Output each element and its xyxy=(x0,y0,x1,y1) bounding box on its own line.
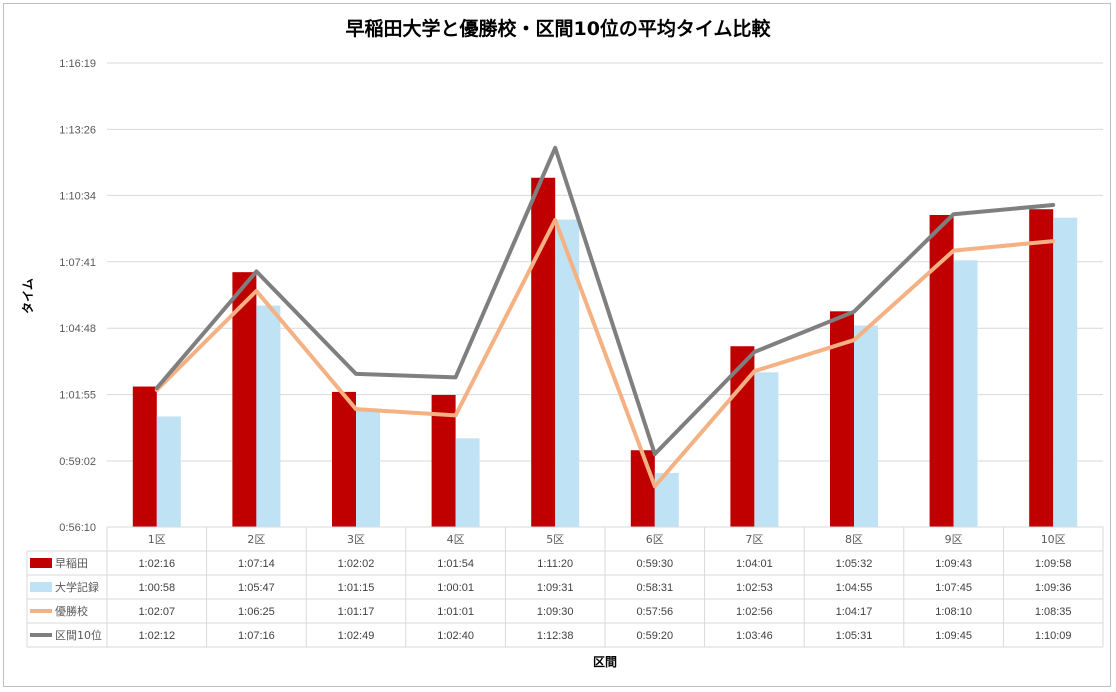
data-label: 1:04:55 xyxy=(836,582,873,594)
bar-大学記録 xyxy=(256,306,280,527)
data-label: 1:00:58 xyxy=(138,582,175,594)
data-label: 1:04:17 xyxy=(836,606,873,618)
x-tick-label: 9区 xyxy=(945,533,963,546)
data-label: 1:09:36 xyxy=(1035,582,1072,594)
data-label: 1:09:58 xyxy=(1035,558,1072,570)
x-tick-label: 5区 xyxy=(546,533,564,546)
x-tick-label: 7区 xyxy=(745,533,763,546)
y-tick-label: 0:59:02 xyxy=(59,456,96,468)
x-tick-label: 1区 xyxy=(148,533,166,546)
data-label: 1:10:09 xyxy=(1035,630,1072,642)
x-tick-label: 4区 xyxy=(447,533,465,546)
data-label: 1:02:02 xyxy=(338,558,375,570)
legend-key-大学記録 xyxy=(30,582,52,592)
data-label: 1:05:32 xyxy=(836,558,873,570)
data-label: 1:01:01 xyxy=(437,606,474,618)
legend-key-早稲田 xyxy=(30,558,52,568)
data-label: 1:11:20 xyxy=(537,558,573,570)
data-label: 1:06:25 xyxy=(238,606,275,618)
data-label: 1:01:15 xyxy=(338,582,375,594)
bar-大学記録 xyxy=(555,220,579,527)
data-label: 1:03:46 xyxy=(736,630,773,642)
bar-大学記録 xyxy=(1053,218,1077,527)
data-label: 1:05:31 xyxy=(836,630,873,642)
bar-大学記録 xyxy=(754,372,778,527)
data-label: 1:01:17 xyxy=(338,606,375,618)
x-axis-label: 区間 xyxy=(593,655,617,669)
y-tick-label: 1:04:48 xyxy=(59,323,96,335)
data-label: 1:00:01 xyxy=(437,582,474,594)
data-label: 1:02:56 xyxy=(736,606,773,618)
x-tick-label: 10区 xyxy=(1041,533,1066,546)
data-label: 1:02:07 xyxy=(138,606,175,618)
data-label: 0:59:20 xyxy=(636,630,673,642)
data-label: 1:02:40 xyxy=(437,630,474,642)
bar-大学記録 xyxy=(356,410,380,527)
y-tick-label: 1:13:26 xyxy=(59,124,96,136)
data-label: 0:57:56 xyxy=(636,606,673,618)
legend-label: 区間10位 xyxy=(55,628,102,642)
data-label: 1:09:43 xyxy=(935,558,972,570)
data-label: 1:08:10 xyxy=(935,606,972,618)
data-label: 1:02:49 xyxy=(338,630,375,642)
y-tick-label: 1:16:19 xyxy=(59,58,96,70)
bar-大学記録 xyxy=(954,260,978,527)
legend-label: 大学記録 xyxy=(55,580,99,594)
y-tick-label: 1:10:34 xyxy=(59,190,96,202)
data-label: 1:01:54 xyxy=(437,558,474,570)
data-label: 1:05:47 xyxy=(238,582,275,594)
bar-大学記録 xyxy=(456,438,480,527)
data-label: 1:08:35 xyxy=(1035,606,1072,618)
data-label: 1:07:16 xyxy=(238,630,275,642)
line-優勝校 xyxy=(157,220,1053,486)
x-tick-label: 8区 xyxy=(845,533,863,546)
data-label: 1:09:30 xyxy=(537,606,574,618)
line-区間10位 xyxy=(157,148,1053,454)
y-tick-label: 1:01:55 xyxy=(59,390,96,402)
x-tick-label: 6区 xyxy=(646,533,664,546)
bar-早稲田 xyxy=(631,450,655,527)
lines xyxy=(157,148,1053,487)
data-label: 1:02:16 xyxy=(138,558,175,570)
y-tick-label: 0:56:10 xyxy=(59,522,96,534)
data-label: 1:12:38 xyxy=(537,630,574,642)
data-label: 1:07:14 xyxy=(238,558,275,570)
bar-早稲田 xyxy=(133,387,157,527)
y-axis-label: タイム xyxy=(21,278,35,314)
data-label: 1:02:53 xyxy=(736,582,773,594)
data-label: 1:04:01 xyxy=(736,558,773,570)
legend-label: 優勝校 xyxy=(55,604,88,618)
data-label: 0:58:31 xyxy=(636,582,673,594)
bar-早稲田 xyxy=(332,392,356,527)
data-label: 0:59:30 xyxy=(636,558,673,570)
data-label: 1:02:12 xyxy=(138,630,175,642)
chart-title: 早稲田大学と優勝校・区間10位の平均タイム比較 xyxy=(345,17,771,40)
bar-大学記録 xyxy=(157,416,181,527)
bar-大学記録 xyxy=(854,326,878,527)
y-tick-labels: 0:56:10 0:59:02 1:01:55 1:04:48 1:07:41 1:10:… xyxy=(59,58,96,534)
data-label: 1:09:31 xyxy=(537,582,574,594)
data-label: 1:07:45 xyxy=(935,582,972,594)
x-tick-label: 3区 xyxy=(347,533,365,546)
bar-早稲田 xyxy=(1029,209,1053,527)
y-tick-label: 1:07:41 xyxy=(59,257,96,269)
legend-label: 早稲田 xyxy=(55,557,88,570)
x-tick-label: 2区 xyxy=(247,533,265,546)
data-label: 1:09:45 xyxy=(935,630,972,642)
